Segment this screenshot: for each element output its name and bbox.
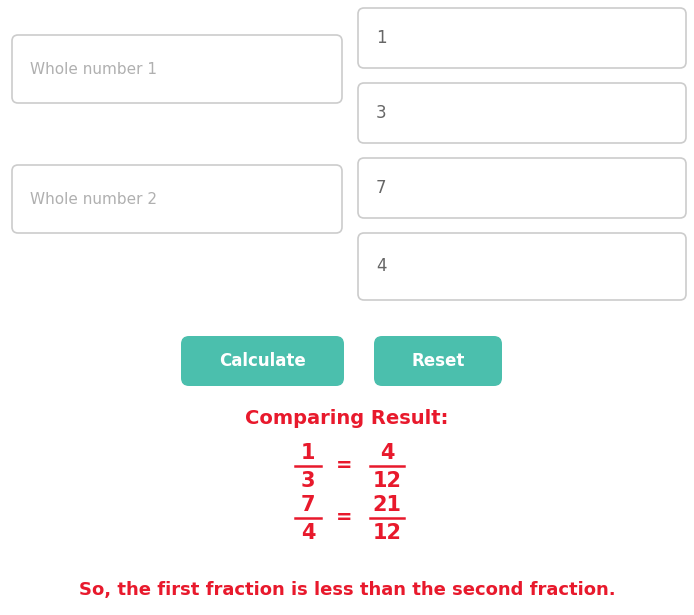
FancyBboxPatch shape [358, 158, 686, 218]
Text: 1: 1 [301, 443, 315, 463]
FancyBboxPatch shape [374, 336, 502, 386]
Text: Whole number 1: Whole number 1 [30, 62, 157, 76]
Text: Reset: Reset [412, 352, 465, 370]
Text: 4: 4 [376, 257, 387, 275]
Text: 12: 12 [373, 523, 402, 543]
Text: 12: 12 [373, 471, 402, 491]
Text: So, the first fraction is less than the second fraction.: So, the first fraction is less than the … [78, 581, 616, 599]
Text: 4: 4 [301, 523, 315, 543]
Text: 3: 3 [301, 471, 315, 491]
Text: Whole number 2: Whole number 2 [30, 191, 157, 207]
Text: 4: 4 [380, 443, 394, 463]
FancyBboxPatch shape [12, 165, 342, 233]
FancyBboxPatch shape [358, 8, 686, 68]
FancyBboxPatch shape [358, 83, 686, 143]
FancyBboxPatch shape [181, 336, 344, 386]
Text: =: = [336, 509, 353, 528]
Text: =: = [336, 456, 353, 475]
FancyBboxPatch shape [12, 35, 342, 103]
Text: Comparing Result:: Comparing Result: [245, 408, 449, 427]
Text: 3: 3 [376, 104, 387, 122]
Text: Calculate: Calculate [219, 352, 306, 370]
Text: 21: 21 [373, 495, 402, 515]
Text: 1: 1 [376, 29, 387, 47]
Text: 7: 7 [376, 179, 387, 197]
Text: 7: 7 [301, 495, 315, 515]
FancyBboxPatch shape [358, 233, 686, 300]
